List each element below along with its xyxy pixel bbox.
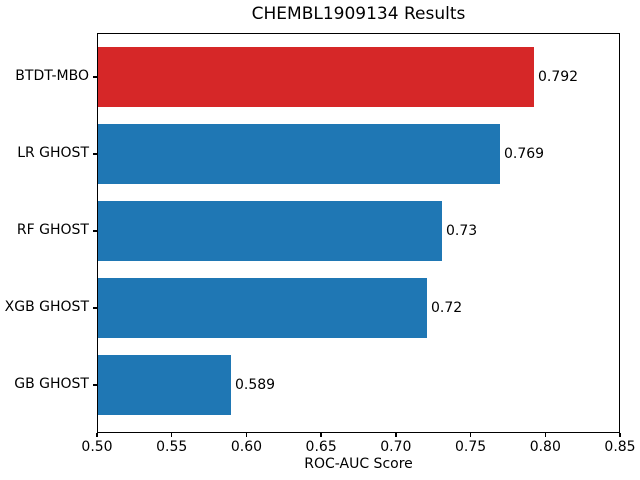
- bar-value-xgb-ghost: 0.72: [431, 300, 463, 316]
- bar-value-btdt-mbo: 0.792: [538, 69, 579, 85]
- xtick-label-0.85: 0.85: [604, 439, 636, 455]
- bar-xgb-ghost: [98, 278, 427, 338]
- xtick-label-0.70: 0.70: [380, 439, 412, 455]
- ytick-mark-rf-ghost: [92, 230, 97, 232]
- xtick-mark-0.80: [544, 433, 547, 437]
- xtick-mark-0.75: [469, 433, 472, 437]
- xtick-mark-0.55: [170, 433, 173, 437]
- ytick-mark-lr-ghost: [92, 153, 97, 155]
- ytick-label-xgb-ghost: XGB GHOST: [4, 299, 89, 315]
- ytick-mark-gb-ghost: [92, 384, 97, 386]
- xtick-label-0.75: 0.75: [454, 439, 487, 455]
- xtick-mark-0.85: [619, 433, 621, 437]
- xtick-mark-0.70: [395, 433, 397, 437]
- bar-value-lr-ghost: 0.769: [504, 146, 545, 162]
- plot-area: 0.792 0.769 0.73 0.72 0.589: [97, 33, 620, 433]
- bar-value-rf-ghost: 0.73: [446, 223, 478, 239]
- chart-title: CHEMBL1909134 Results: [251, 4, 466, 24]
- bar-btdt-mbo: [98, 47, 534, 107]
- ytick-label-lr-ghost: LR GHOST: [17, 145, 89, 161]
- xtick-mark-0.50: [96, 433, 98, 437]
- ytick-label-rf-ghost: RF GHOST: [16, 222, 89, 238]
- xtick-mark-0.65: [320, 433, 322, 437]
- xtick-label-0.60: 0.60: [230, 439, 263, 455]
- xtick-label-0.65: 0.65: [305, 439, 337, 455]
- ytick-label-gb-ghost: GB GHOST: [14, 376, 89, 392]
- xtick-label-0.80: 0.80: [529, 439, 561, 455]
- ytick-mark-btdt-mbo: [92, 76, 97, 78]
- bar-value-gb-ghost: 0.589: [235, 377, 276, 393]
- ytick-mark-xgb-ghost: [92, 307, 97, 309]
- bar-lr-ghost: [98, 124, 500, 184]
- xtick-mark-0.60: [245, 433, 248, 437]
- xtick-label-0.50: 0.50: [81, 439, 113, 455]
- ytick-label-btdt-mbo: BTDT-MBO: [15, 68, 89, 84]
- bar-gb-ghost: [98, 355, 231, 415]
- bar-rf-ghost: [98, 201, 442, 261]
- xtick-label-0.55: 0.55: [156, 439, 188, 455]
- x-axis-label: ROC-AUC Score: [304, 456, 413, 472]
